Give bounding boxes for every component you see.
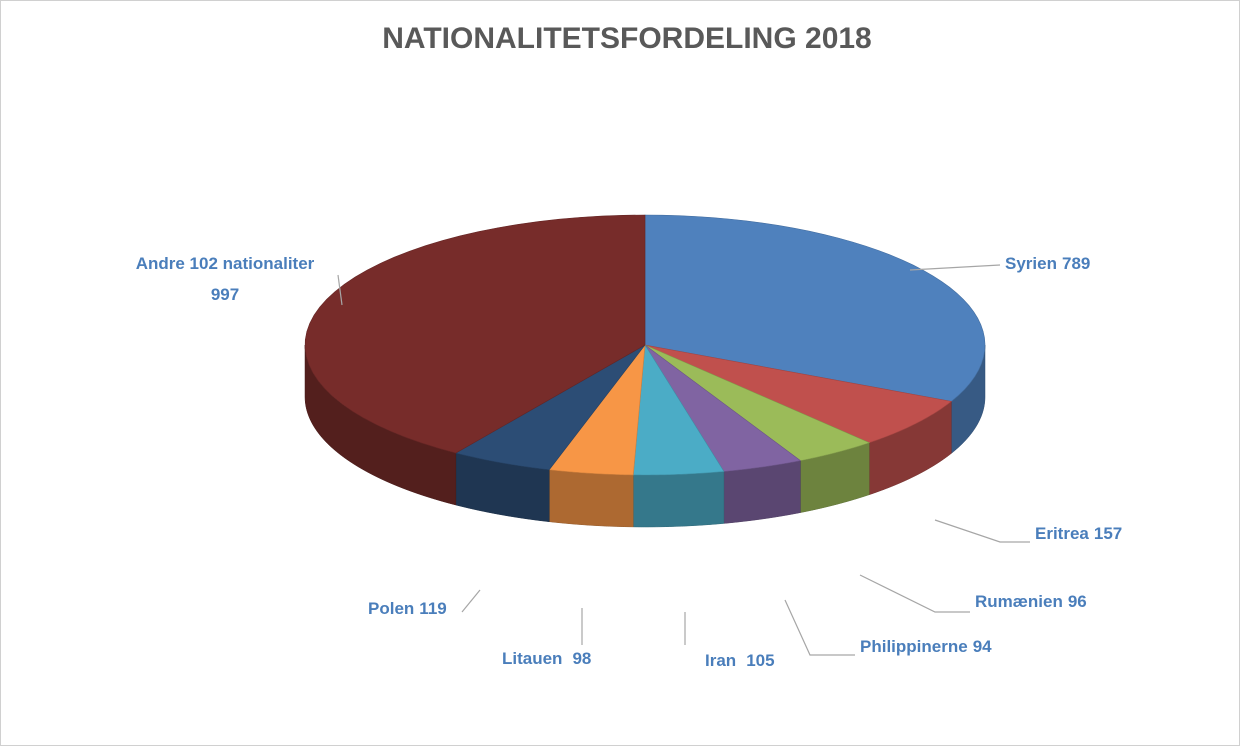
data-label: Polen 119 xyxy=(368,599,447,618)
category-label: Eritrea xyxy=(1035,524,1089,543)
slice xyxy=(644,214,986,402)
value-label: 997 xyxy=(211,285,239,304)
data-label: Philippinerne 94 xyxy=(860,637,992,656)
leader-line xyxy=(461,589,481,613)
category-label: Iran xyxy=(705,651,736,670)
value-label: 96 xyxy=(1068,592,1087,611)
value-label: 157 xyxy=(1094,524,1122,543)
slice-side xyxy=(549,469,634,528)
chart-title: NATIONALITETSFORDELING 2018 xyxy=(382,22,872,55)
value-label: 119 xyxy=(419,599,446,618)
category-label: Polen xyxy=(368,599,414,618)
leader-line xyxy=(337,274,343,306)
category-label: Syrien xyxy=(1005,254,1057,273)
category-label: Litauen xyxy=(502,649,562,668)
leader-line xyxy=(934,519,1030,543)
slice xyxy=(644,344,871,461)
slice xyxy=(644,344,802,472)
data-label: Syrien 789 xyxy=(1005,254,1090,273)
slice-side xyxy=(633,471,725,528)
data-label: Rumænien 96 xyxy=(975,592,1087,611)
data-label: Andre 102 nationaliter 997 xyxy=(136,254,315,304)
slice xyxy=(548,343,646,476)
leader-line xyxy=(909,264,1001,271)
slice xyxy=(304,214,646,454)
leader-line xyxy=(784,599,855,656)
data-label: Litauen 98 xyxy=(502,649,591,668)
category-label: Philippinerne xyxy=(860,637,968,656)
value-label: 94 xyxy=(973,637,992,656)
data-label: Iran 105 xyxy=(705,651,775,670)
value-label: 105 xyxy=(746,651,774,670)
slice xyxy=(455,344,646,471)
category-label: Andre 102 nationaliter xyxy=(136,254,315,273)
leader-line xyxy=(859,574,970,613)
slice xyxy=(632,344,725,476)
slice xyxy=(644,344,953,444)
value-label: 789 xyxy=(1062,254,1090,273)
category-label: Rumænien xyxy=(975,592,1063,611)
value-label: 98 xyxy=(572,649,591,668)
data-label: Eritrea 157 xyxy=(1035,524,1122,543)
